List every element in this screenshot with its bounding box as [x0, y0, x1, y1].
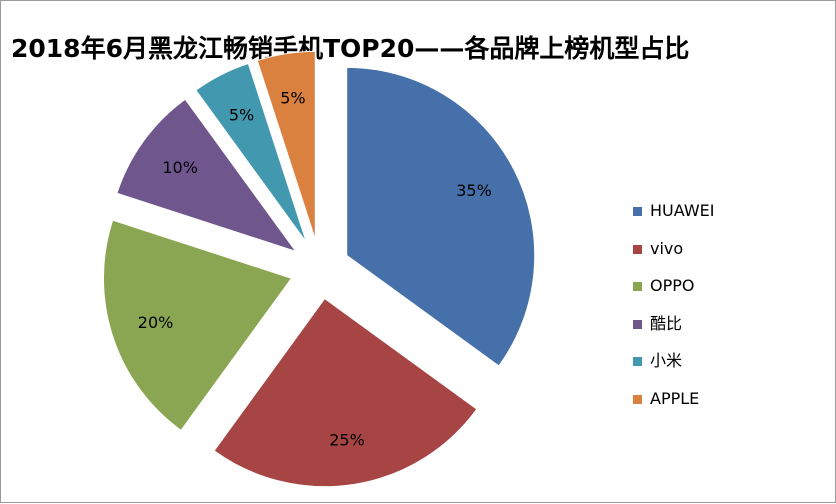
pie-slice-2: [102, 219, 293, 432]
legend-swatch-0: [633, 207, 642, 216]
legend-label-4: 小米: [650, 351, 683, 371]
slice-label-5: 5%: [280, 89, 305, 108]
legend-label-5: APPLE: [650, 388, 700, 408]
legend-item-3: 酷比: [633, 312, 813, 350]
slice-label-3: 10%: [162, 158, 198, 177]
slice-label-4: 5%: [229, 105, 254, 124]
legend-swatch-3: [633, 319, 642, 329]
slice-label-2: 20%: [138, 313, 174, 332]
legend-swatch-2: [633, 282, 642, 292]
legend-label-0: HUAWEI: [650, 201, 715, 220]
pie-slice-5: [256, 50, 316, 240]
legend-swatch-5: [633, 394, 642, 404]
pie-slice-0: [346, 66, 536, 367]
legend-label-1: vivo: [650, 238, 684, 258]
pie-slice-3: [116, 98, 298, 253]
legend-item-5: APPLE: [633, 387, 813, 425]
legend-swatch-4: [633, 357, 642, 367]
legend-label-3: 酷比: [650, 313, 683, 333]
slice-label-0: 35%: [456, 181, 492, 200]
legend-item-1: vivo: [633, 237, 813, 275]
slice-label-1: 25%: [329, 430, 365, 449]
pie-slice-1: [213, 297, 478, 488]
chart-title: 2018年6月黑龙江畅销手机TOP20——各品牌上榜机型占比: [11, 34, 690, 63]
legend-label-2: OPPO: [650, 276, 695, 296]
chart-legend: HUAWEI vivo OPPO 酷比小米 APPLE: [633, 199, 813, 425]
legend-item-4: 小米: [633, 349, 813, 387]
legend-swatch-1: [633, 244, 642, 254]
legend-item-0: HUAWEI: [633, 199, 813, 237]
legend-item-2: OPPO: [633, 274, 813, 312]
pie-slice-4: [195, 62, 307, 243]
